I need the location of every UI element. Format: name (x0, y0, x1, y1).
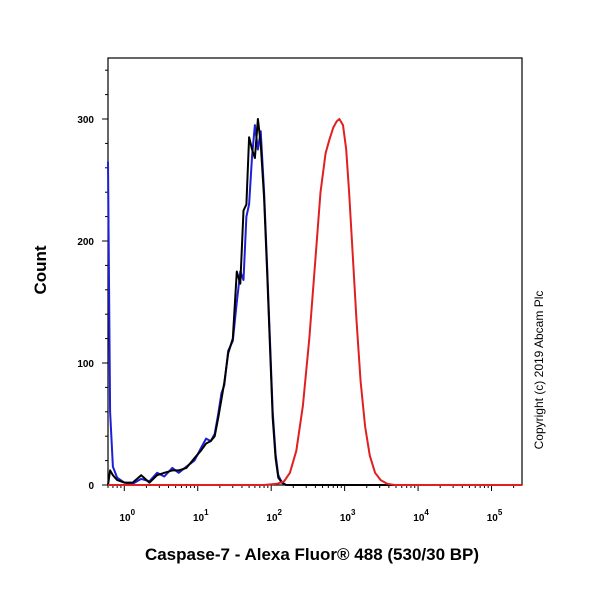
y-axis-label: Count (31, 245, 50, 294)
x-tick-label: 100 (120, 508, 136, 524)
y-tick-label: 100 (77, 359, 94, 370)
y-tick-label: 200 (77, 237, 94, 248)
y-tick-label: 300 (77, 115, 94, 126)
x-tick-label: 105 (487, 508, 503, 524)
y-tick-label: 0 (88, 481, 94, 492)
series-line-2 (107, 118, 522, 486)
series-line-1 (107, 124, 522, 486)
series-layer (107, 118, 522, 486)
copyright-notice: Copyright (c) 2019 Abcam Plc (532, 291, 546, 450)
x-tick-label: 104 (413, 508, 429, 524)
series-line-3 (108, 118, 522, 486)
x-tick-label: 103 (340, 508, 356, 524)
x-axis-label: Caspase-7 - Alexa Fluor® 488 (530/30 BP) (145, 545, 479, 564)
x-tick-label: 101 (193, 508, 209, 524)
x-tick-label: 102 (266, 508, 282, 524)
